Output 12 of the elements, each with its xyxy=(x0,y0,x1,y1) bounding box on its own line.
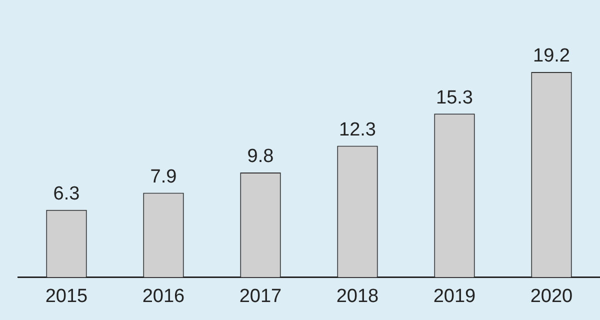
data-label: 19.2 xyxy=(533,46,570,67)
x-tick-label: 2016 xyxy=(142,286,185,307)
data-label: 15.3 xyxy=(436,87,473,108)
data-label: 9.8 xyxy=(247,146,274,168)
data-label: 6.3 xyxy=(53,184,80,205)
x-tick-label: 2019 xyxy=(433,286,476,307)
x-tick-label: 2017 xyxy=(239,286,282,307)
data-label: 12.3 xyxy=(339,119,376,140)
x-tick-label: 2018 xyxy=(336,286,379,307)
x-tick-label: 2020 xyxy=(530,286,573,307)
x-tick-label: 2015 xyxy=(45,286,88,307)
data-label: 7.9 xyxy=(150,166,177,188)
